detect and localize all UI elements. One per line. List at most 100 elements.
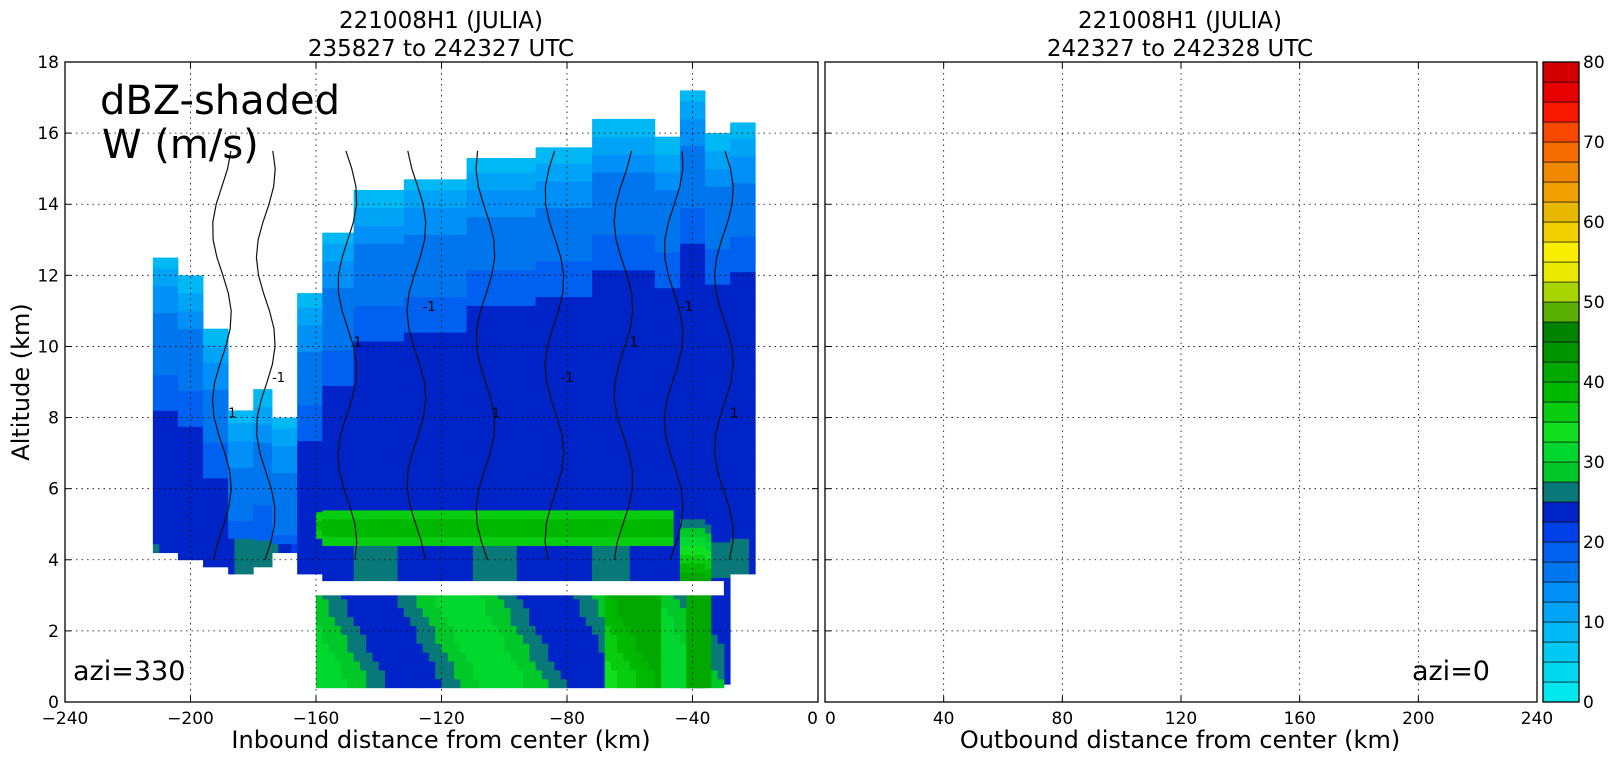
shade-cell	[598, 456, 606, 466]
shade-cell	[504, 190, 511, 200]
shade-cell	[359, 234, 367, 244]
shade-cell	[730, 289, 737, 299]
shade-cell	[428, 465, 436, 475]
shade-cell	[510, 261, 518, 271]
shade-cell	[579, 510, 587, 520]
shade-cell	[617, 323, 624, 333]
shade-cell	[184, 284, 191, 294]
shade-cell	[416, 394, 424, 404]
shade-cell	[554, 652, 562, 662]
shade-cell	[297, 405, 304, 415]
shade-cell	[410, 412, 417, 422]
shade-cell	[479, 438, 486, 449]
shade-cell	[648, 234, 656, 244]
shade-cell	[353, 207, 361, 218]
shade-cell	[347, 634, 355, 644]
shade-cell	[284, 526, 292, 536]
shade-cell	[416, 652, 424, 662]
shade-cell	[742, 271, 750, 282]
shade-cell	[610, 278, 618, 289]
shade-cell	[190, 319, 198, 330]
shade-cell	[372, 261, 380, 271]
shade-cell	[673, 341, 681, 351]
shade-cell	[636, 181, 643, 191]
shade-cell	[717, 462, 725, 472]
shade-cell	[523, 598, 530, 609]
shade-cell	[604, 465, 612, 475]
shade-cell	[435, 350, 442, 360]
shade-cell	[560, 225, 568, 235]
right-title-line2: 242327 to 242328 UTC	[1047, 36, 1313, 62]
shade-cell	[328, 278, 336, 289]
shade-cell	[504, 243, 511, 253]
shade-cell	[560, 598, 568, 609]
shade-cell	[441, 430, 449, 440]
shade-cell	[341, 243, 348, 253]
w-contour	[255, 150, 276, 560]
shade-cell	[309, 342, 317, 353]
shade-cell	[435, 625, 442, 635]
shade-cell	[479, 554, 486, 564]
shade-cell	[504, 296, 511, 306]
shade-cell	[347, 323, 355, 333]
shade-cell	[698, 367, 706, 378]
shade-cell	[654, 643, 662, 653]
shade-cell	[221, 504, 229, 514]
shade-cell	[403, 412, 411, 422]
shade-cell	[560, 323, 568, 333]
shade-cell	[679, 634, 687, 644]
shade-cell	[454, 483, 461, 493]
shade-cell	[592, 518, 599, 529]
shade-cell	[497, 270, 505, 280]
shade-cell	[284, 481, 292, 491]
shade-cell	[497, 456, 505, 466]
shade-cell	[654, 501, 662, 511]
shade-cell	[309, 298, 317, 308]
shade-cell	[673, 518, 681, 529]
shade-cell	[378, 518, 386, 529]
shade-cell	[447, 216, 455, 226]
shade-cell	[617, 332, 624, 342]
shade-cell	[692, 483, 700, 493]
shade-cell	[466, 261, 474, 271]
shade-cell	[585, 652, 593, 662]
shade-cell	[711, 337, 718, 347]
shade-cell	[152, 508, 160, 518]
shade-cell	[554, 616, 562, 626]
shade-cell	[748, 494, 756, 504]
shade-cell	[736, 342, 744, 353]
shade-cell	[466, 518, 474, 529]
shade-cell	[428, 527, 436, 538]
shade-cell	[711, 302, 718, 312]
shade-cell	[479, 332, 486, 342]
shade-cell	[278, 417, 286, 420]
shade-cell	[334, 305, 342, 315]
shade-cell	[359, 305, 367, 315]
shade-cell	[328, 323, 336, 333]
shade-cell	[673, 447, 681, 458]
shade-cell	[661, 198, 668, 209]
shade-cell	[567, 430, 574, 440]
shade-cell	[165, 383, 173, 394]
shade-cell	[723, 310, 731, 321]
shade-cell	[240, 556, 248, 566]
shade-cell	[736, 369, 744, 379]
shade-cell	[736, 422, 744, 433]
shade-cell	[592, 341, 599, 351]
shade-cell	[428, 198, 436, 209]
shade-cell	[322, 421, 329, 431]
shade-cell	[623, 296, 631, 306]
shade-cell	[177, 373, 185, 383]
shade-cell	[359, 430, 367, 440]
shade-cell	[410, 670, 417, 680]
shade-cell	[196, 355, 204, 365]
shade-cell	[529, 572, 537, 582]
shade-cell	[711, 248, 718, 258]
shade-cell	[328, 625, 336, 635]
shade-cell	[246, 565, 254, 575]
shade-cell	[736, 191, 744, 202]
shade-cell	[523, 447, 530, 458]
shade-cell	[604, 118, 612, 129]
shade-cell	[441, 536, 449, 546]
shade-cell	[309, 529, 317, 539]
